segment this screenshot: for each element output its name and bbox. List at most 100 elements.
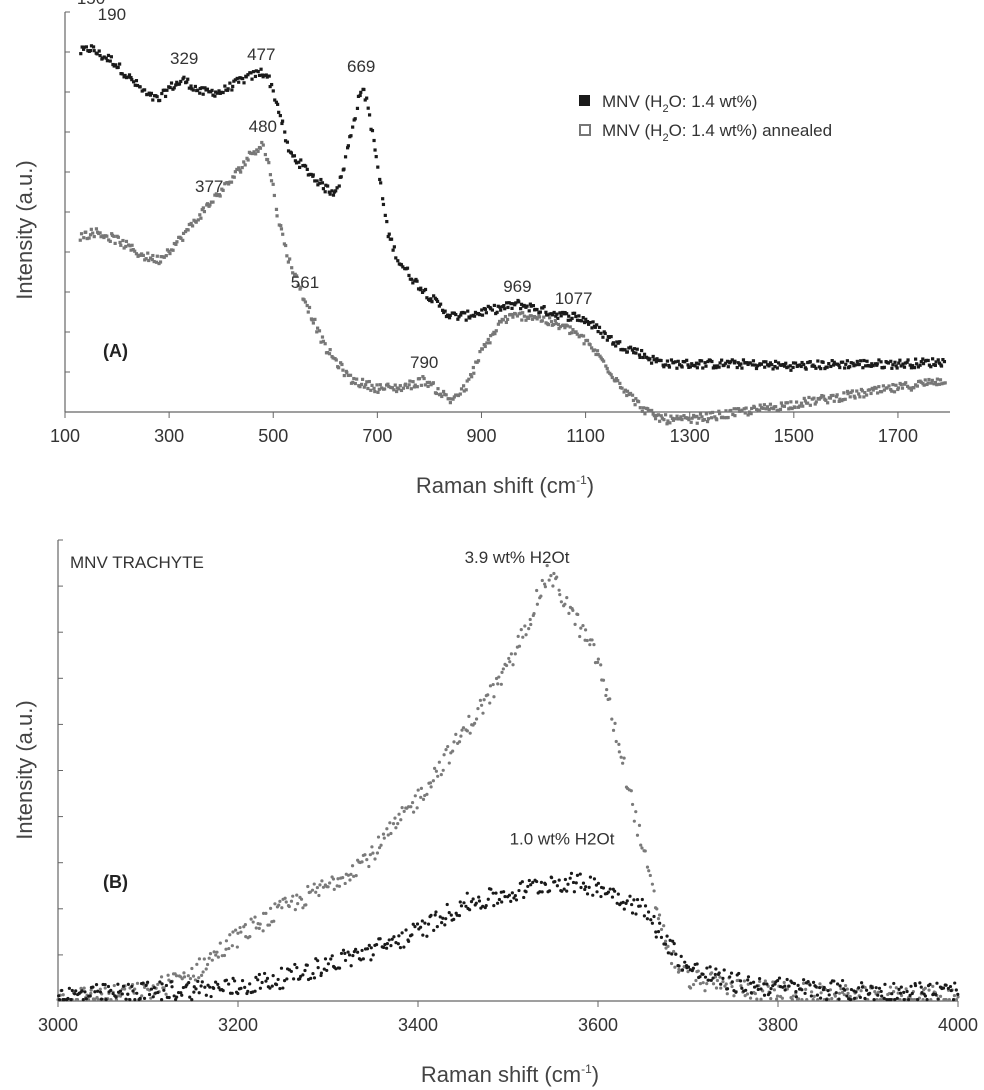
- data-point-series-1: [929, 998, 933, 1002]
- data-point-series-2: [785, 401, 789, 405]
- data-point-series-2: [238, 168, 242, 172]
- data-point-series-2: [192, 985, 196, 989]
- data-point-series-1: [82, 986, 86, 990]
- data-point-series-2: [835, 982, 840, 986]
- data-point-series-1: [519, 307, 523, 311]
- data-point-series-1: [673, 965, 677, 969]
- data-point-series-1: [839, 987, 843, 991]
- data-point-series-1: [296, 902, 300, 906]
- data-point-series-1: [686, 969, 690, 974]
- data-point-series-2: [124, 239, 129, 244]
- data-point-series-2: [660, 416, 664, 420]
- data-point-series-1: [755, 997, 759, 1001]
- data-point-series-1: [499, 308, 503, 312]
- data-point-series-1: [316, 183, 320, 187]
- data-point-series-2: [295, 966, 299, 970]
- data-point-series-2: [870, 986, 874, 990]
- data-point-series-1: [691, 982, 696, 987]
- data-point-series-2: [522, 895, 526, 900]
- data-point-series-1: [504, 663, 509, 668]
- x-tick-label: 1700: [878, 426, 918, 446]
- data-point-series-1: [623, 348, 627, 352]
- data-point-series-2: [221, 188, 225, 192]
- data-point-series-1: [642, 352, 647, 356]
- data-point-series-1: [719, 986, 723, 990]
- data-point-series-2: [818, 985, 822, 990]
- data-point-series-2: [820, 393, 824, 398]
- data-point-series-2: [227, 182, 231, 186]
- data-point-series-1: [315, 179, 319, 183]
- data-point-series-2: [478, 349, 482, 354]
- data-point-series-1: [120, 72, 124, 76]
- data-point-series-1: [593, 325, 597, 329]
- data-point-series-2: [116, 982, 120, 986]
- data-point-series-1: [336, 877, 340, 881]
- data-point-series-2: [646, 408, 651, 413]
- data-point-series-1: [699, 359, 704, 363]
- data-point-series-1: [394, 256, 398, 260]
- data-point-series-2: [591, 893, 595, 897]
- data-point-series-2: [713, 972, 717, 977]
- data-point-series-1: [517, 644, 522, 648]
- data-point-series-2: [447, 911, 451, 915]
- data-point-series-2: [824, 398, 828, 402]
- data-point-series-2: [749, 412, 753, 416]
- data-point-series-2: [448, 401, 452, 405]
- data-point-series-1: [332, 887, 336, 891]
- data-point-series-1: [704, 364, 708, 368]
- data-point-series-2: [634, 912, 638, 916]
- data-point-series-2: [189, 221, 193, 226]
- data-point-series-1: [743, 361, 747, 365]
- data-point-series-2: [596, 352, 600, 357]
- data-point-series-2: [169, 980, 173, 984]
- legend-label-series-1: MNV (H2O: 1.4 wt%): [602, 92, 757, 115]
- data-point-series-2: [201, 206, 205, 210]
- data-point-series-1: [617, 742, 621, 746]
- data-point-series-2: [279, 227, 284, 231]
- data-point-series-1: [430, 300, 434, 304]
- data-point-series-2: [307, 305, 312, 310]
- data-point-series-2: [690, 969, 694, 973]
- data-point-series-1: [956, 995, 960, 999]
- data-point-series-1: [248, 935, 252, 939]
- data-point-series-1: [732, 994, 736, 998]
- data-point-series-2: [57, 994, 61, 998]
- data-point-series-1: [159, 975, 164, 979]
- data-point-series-1: [104, 56, 108, 60]
- data-point-series-1: [846, 991, 850, 995]
- data-point-series-1: [270, 82, 274, 87]
- data-point-series-2: [894, 383, 898, 387]
- data-point-series-1: [149, 996, 153, 1000]
- data-point-series-2: [278, 986, 282, 991]
- data-point-series-2: [84, 230, 88, 234]
- data-point-series-2: [248, 982, 252, 986]
- data-point-series-2: [710, 410, 715, 415]
- data-point-series-2: [459, 387, 464, 391]
- data-point-series-1: [575, 318, 580, 322]
- data-point-series-1: [741, 358, 746, 362]
- data-point-series-1: [715, 978, 720, 983]
- data-point-series-2: [831, 393, 835, 397]
- panel-b-y-axis-label: Intensity (a.u.): [12, 700, 37, 839]
- data-point-series-2: [158, 260, 163, 264]
- data-point-series-1: [745, 992, 750, 996]
- data-point-series-2: [771, 984, 775, 988]
- data-point-series-2: [881, 384, 885, 388]
- data-point-series-1: [929, 365, 933, 369]
- data-point-series-1: [348, 878, 352, 882]
- data-point-series-1: [799, 364, 803, 369]
- data-point-series-2: [590, 346, 594, 350]
- data-point-series-2: [780, 404, 785, 408]
- data-point-series-1: [647, 869, 651, 873]
- panel-b-y-ticks: [58, 539, 63, 956]
- data-point-series-2: [116, 235, 120, 239]
- data-point-series-2: [160, 982, 164, 986]
- data-point-series-1: [304, 903, 308, 907]
- data-point-series-2: [267, 161, 271, 165]
- data-point-series-1: [397, 812, 401, 816]
- data-point-series-1: [460, 728, 464, 732]
- data-point-series-2: [451, 397, 455, 401]
- data-point-series-2: [155, 254, 159, 258]
- data-point-series-1: [419, 786, 424, 790]
